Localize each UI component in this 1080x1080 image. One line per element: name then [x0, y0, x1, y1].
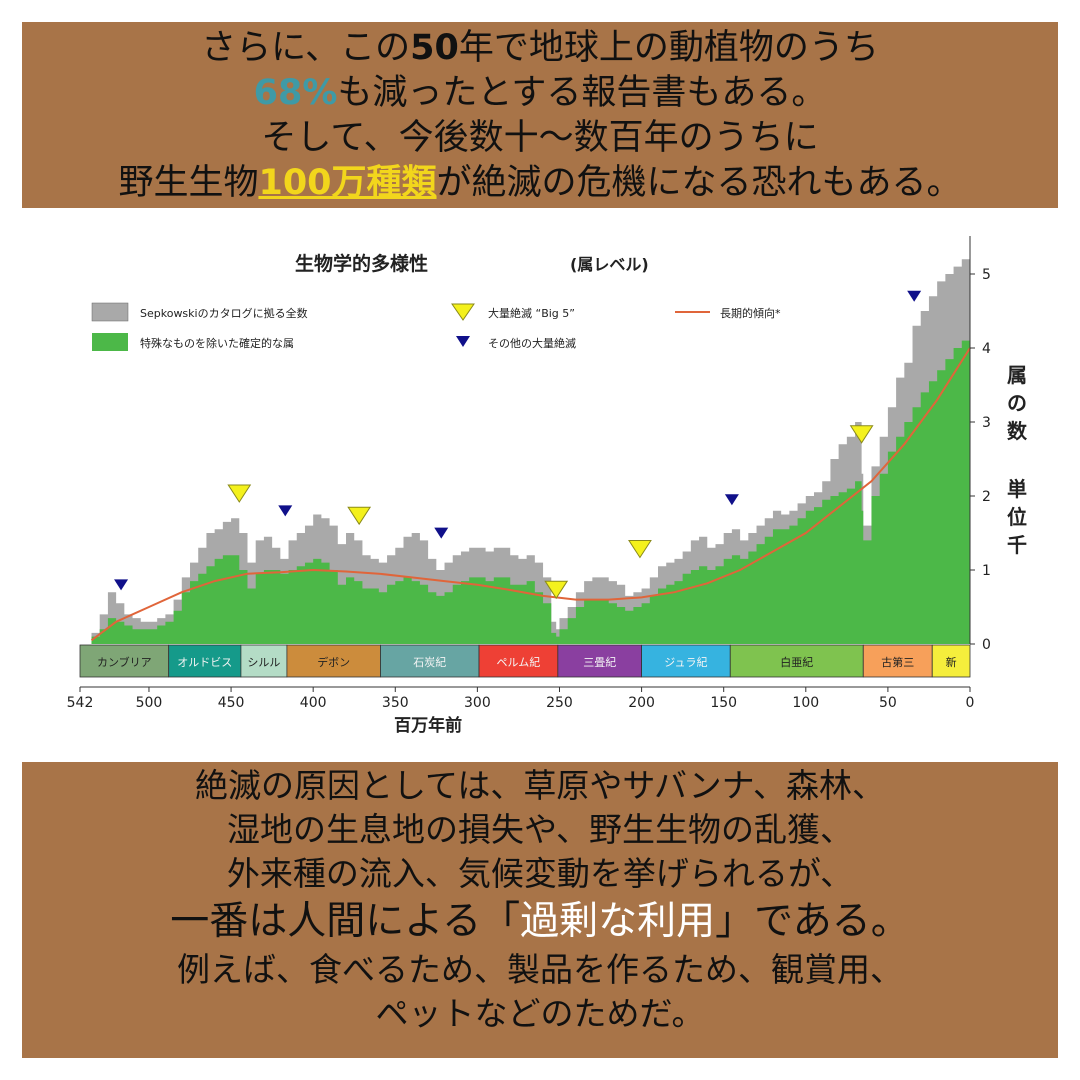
headline-2b: も減ったとする報告書もある。	[337, 73, 827, 113]
period-block-2	[168, 644, 242, 678]
series-total-area	[80, 251, 970, 645]
other-extinction-marker-4	[724, 494, 739, 506]
x-tick-label-542: 542	[67, 695, 94, 711]
explanation-line-4: 一番は人間による「過剰な利用」である。	[22, 896, 1058, 948]
y-axis-label-char-6: 千	[1007, 533, 1027, 557]
period-block-1	[79, 644, 170, 678]
chart-title: 生物学的多様性	[295, 252, 428, 275]
headline-panel: さらに、この50年で地球上の動植物のうち 68%も減ったとする報告書もある。 そ…	[22, 22, 1058, 208]
period-label-2: オルドビス	[177, 656, 232, 669]
period-label-1: カンブリア	[97, 655, 152, 669]
other-extinction-marker-1	[114, 579, 129, 591]
legend-label-big5: 大量絶滅 “Big 5”	[488, 306, 575, 320]
y-tick-label-4: 4	[982, 341, 991, 357]
big5-marker-4	[628, 540, 652, 559]
headline-percent: 68%	[253, 73, 338, 113]
period-block-8	[641, 644, 731, 678]
series-trend-line	[90, 347, 971, 642]
x-tick-label-500: 500	[136, 695, 163, 711]
chart-subtitle: (属レベル)	[570, 255, 649, 274]
headline-1-number: 50	[410, 28, 459, 68]
other-extinction-marker-5	[907, 290, 922, 302]
x-tick-label-200: 200	[628, 695, 655, 711]
explanation-4c: 」である。	[715, 899, 910, 944]
explanation-highlight: 過剰な利用	[520, 899, 716, 944]
headline-4a: 野生生物	[118, 163, 259, 203]
period-block-7	[557, 644, 642, 678]
headline-4c: が絶滅の危機になる恐れもある。	[436, 163, 962, 203]
period-block-9	[729, 644, 864, 678]
explanation-4a: 一番は人間による「	[170, 899, 521, 944]
y-axis-label-char-2: の	[1007, 391, 1027, 415]
big5-marker-5	[849, 425, 874, 444]
legend-label-total: Sepkowskiのカタログに拠る全数	[140, 306, 308, 320]
period-label-11: 新	[946, 655, 957, 669]
y-axis-label-char-3: 数	[1007, 419, 1028, 443]
x-tick-label-100: 100	[792, 695, 819, 711]
period-label-6: ペルム紀	[497, 656, 541, 669]
period-label-4: デボン	[317, 655, 350, 669]
explanation-panel: 絶滅の原因としては、草原やサバンナ、森林、 湿地の生息地の損失や、野生生物の乱獲…	[22, 762, 1058, 1058]
period-block-5	[380, 644, 480, 678]
headline-1c: 年で地球上の動植物のうち	[458, 28, 879, 68]
legend-label-filtered: 特殊なものを除いた確定的な属	[140, 336, 294, 350]
period-label-3: シルル	[247, 656, 280, 669]
period-label-5: 石炭紀	[413, 656, 446, 669]
legend-swatch-big5	[451, 303, 475, 321]
explanation-line-6: ペットなどのためだ。	[375, 994, 705, 1033]
y-axis-label-char-4: 単	[1007, 477, 1027, 501]
period-label-7: 三畳紀	[583, 656, 616, 669]
x-tick-label-450: 450	[218, 695, 245, 711]
explanation-line-5: 例えば、食べるため、製品を作るため、観賞用、	[177, 950, 903, 989]
legend-label-trend: 長期的傾向*	[720, 306, 781, 320]
y-tick-label-5: 5	[982, 267, 991, 283]
headline-line-4: 野生生物100万種類が絶滅の危機になる恐れもある。	[22, 161, 1058, 206]
period-block-11	[931, 644, 971, 678]
big5-marker-1	[227, 484, 252, 503]
big5-marker-3	[544, 580, 569, 600]
explanation-line-3: 外来種の流入、気候変動を挙げられるが、	[226, 854, 854, 893]
y-tick-label-1: 1	[982, 563, 991, 579]
headline-line-3: そして、今後数十〜数百年のうちに	[261, 118, 819, 158]
explanation-line-1: 絶滅の原因としては、草原やサバンナ、森林、	[194, 766, 886, 805]
period-block-3	[240, 644, 288, 678]
y-tick-label-2: 2	[982, 489, 991, 505]
period-block-10	[862, 644, 933, 678]
legend-swatch-other	[456, 336, 470, 347]
legend-swatch-total	[91, 302, 129, 322]
other-extinction-marker-3	[434, 527, 449, 539]
period-label-9: 白亜紀	[780, 655, 813, 669]
headline-line-2: 68%も減ったとする報告書もある。	[22, 71, 1058, 116]
x-tick-label-250: 250	[546, 695, 573, 711]
y-tick-label-0: 0	[982, 637, 991, 653]
y-axis-label-char-5: 位	[1007, 505, 1027, 529]
legend-label-other: その他の大量絶滅	[488, 336, 576, 350]
y-tick-label-3: 3	[982, 415, 991, 431]
x-axis-label: 百万年前	[394, 715, 462, 736]
period-block-4	[286, 644, 381, 678]
x-tick-label-0: 0	[966, 695, 975, 711]
headline-highlight: 100万種類	[258, 163, 437, 203]
y-axis-label-char-1: 属	[1007, 363, 1027, 387]
legend-swatch-filtered	[92, 333, 128, 351]
period-label-8: ジュラ紀	[664, 656, 707, 669]
period-label-10: 古第三	[881, 655, 914, 669]
headline-line-1: さらに、この50年で地球上の動植物のうち	[22, 26, 1058, 71]
period-block-6	[478, 644, 559, 678]
headline-1a: さらに、この	[201, 28, 411, 68]
big5-marker-2	[347, 506, 372, 526]
x-tick-label-400: 400	[300, 695, 327, 711]
explanation-line-2: 湿地の生息地の損失や、野生生物の乱獲、	[226, 810, 853, 849]
other-extinction-marker-2	[278, 505, 293, 517]
x-tick-label-150: 150	[710, 695, 737, 711]
x-tick-label-50: 50	[879, 695, 897, 711]
x-tick-label-350: 350	[382, 695, 409, 711]
x-tick-label-300: 300	[464, 695, 491, 711]
